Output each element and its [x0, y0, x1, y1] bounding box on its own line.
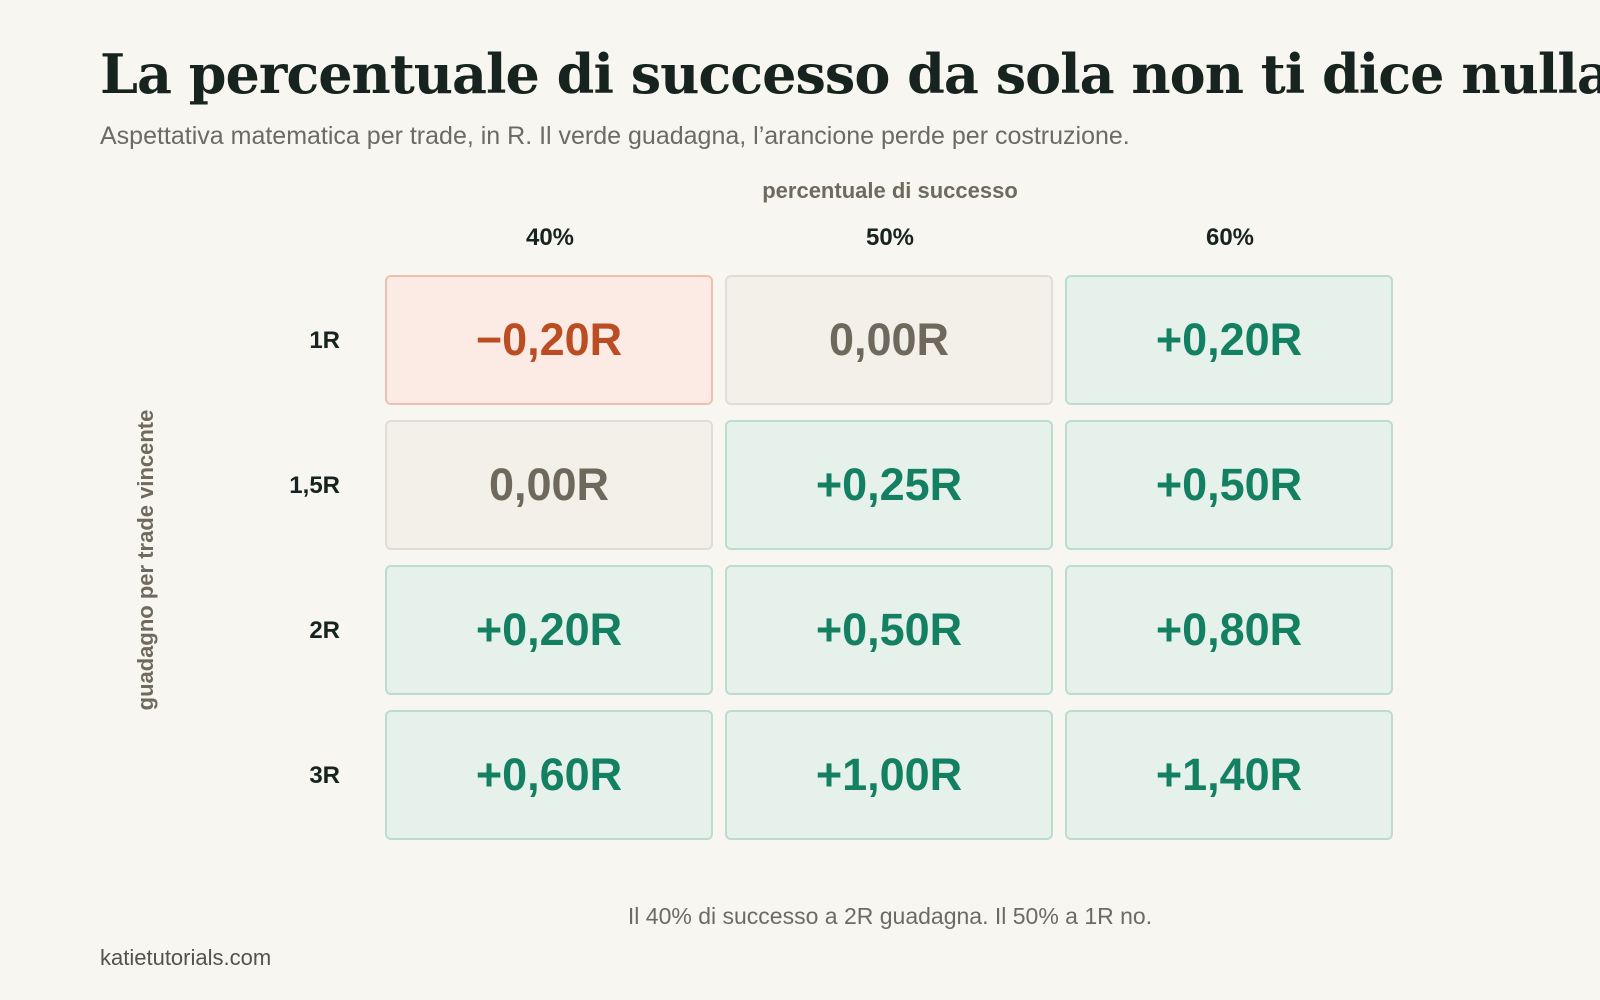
heatmap-cell: +0,50R [725, 565, 1053, 695]
heatmap-cell: +0,50R [1065, 420, 1393, 550]
row-header: 3R [309, 762, 340, 789]
row-header: 1R [309, 327, 340, 354]
heatmap-cell: 0,00R [725, 275, 1053, 405]
source-credit: katietutorials.com [100, 945, 272, 970]
page-title: La percentuale di successo da sola non t… [100, 42, 1600, 106]
heatmap-cell: +0,20R [385, 565, 713, 695]
footnote: Il 40% di successo a 2R guadagna. Il 50%… [627, 903, 1153, 929]
heatmap-cell: +1,40R [1065, 710, 1393, 840]
heatmap-cell: +1,00R [725, 710, 1053, 840]
subtitle: Aspettativa matematica per trade, in R. … [100, 122, 1130, 150]
column-header: 60% [1205, 224, 1255, 251]
heatmap-cell: +0,80R [1065, 565, 1393, 695]
heatmap-cell: +0,25R [725, 420, 1053, 550]
column-header: 40% [525, 224, 575, 251]
heatmap-cell: +0,20R [1065, 275, 1393, 405]
heatmap-cell: +0,60R [385, 710, 713, 840]
x-axis-title: percentuale di successo [762, 178, 1018, 203]
column-header: 50% [865, 224, 915, 251]
row-header: 1,5R [289, 472, 340, 499]
y-axis-title: guadagno per trade vincente [133, 409, 158, 711]
heatmap-cell: 0,00R [385, 420, 713, 550]
row-header: 2R [309, 617, 340, 644]
heatmap-cell: −0,20R [385, 275, 713, 405]
